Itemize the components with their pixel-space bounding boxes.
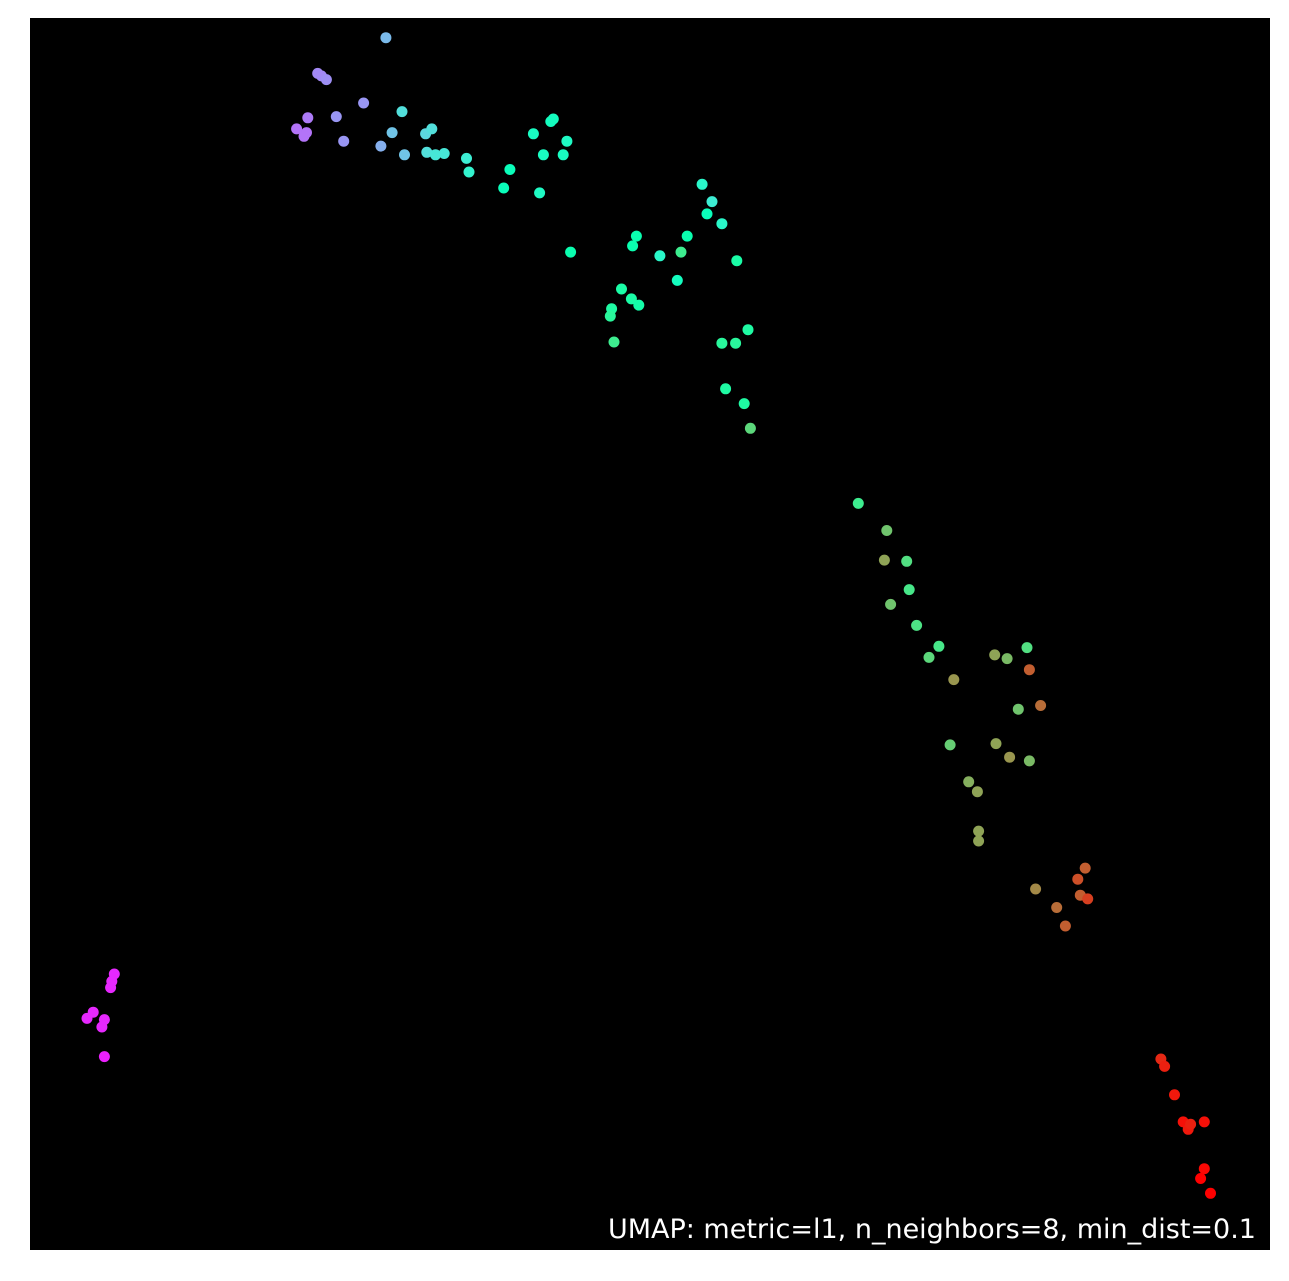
- data-point: [1012, 703, 1024, 715]
- data-point: [399, 149, 410, 161]
- data-point: [671, 274, 683, 286]
- data-point: [1072, 873, 1084, 885]
- data-point: [330, 111, 342, 123]
- data-point: [421, 146, 433, 158]
- data-point: [944, 739, 956, 751]
- data-point: [302, 112, 314, 124]
- data-point: [430, 149, 441, 161]
- data-point: [438, 148, 450, 159]
- data-point: [105, 982, 117, 994]
- data-point: [375, 140, 387, 152]
- data-point: [1198, 1163, 1210, 1175]
- data-point: [557, 149, 569, 161]
- data-point: [1021, 642, 1033, 654]
- data-point: [675, 246, 687, 258]
- points-layer: [81, 32, 1216, 1199]
- data-point: [1185, 1118, 1197, 1130]
- data-point: [731, 255, 743, 267]
- data-point: [386, 127, 398, 139]
- data-point: [696, 178, 708, 190]
- data-point: [878, 554, 890, 566]
- data-point: [923, 651, 935, 663]
- data-point: [604, 310, 616, 322]
- data-point: [948, 674, 960, 686]
- data-point: [963, 776, 975, 788]
- data-point: [716, 337, 728, 349]
- data-point: [1035, 700, 1047, 711]
- data-point: [380, 32, 392, 44]
- data-point: [1198, 1116, 1210, 1128]
- data-point: [1030, 883, 1042, 895]
- data-point: [1205, 1187, 1216, 1199]
- data-point: [990, 738, 1002, 750]
- data-point: [1195, 1173, 1207, 1184]
- data-point: [730, 337, 742, 349]
- data-point: [81, 1012, 93, 1024]
- data-point: [461, 152, 472, 164]
- data-point: [426, 123, 438, 135]
- data-point: [633, 299, 645, 311]
- data-point: [973, 825, 985, 837]
- data-point: [1059, 920, 1071, 932]
- data-point: [608, 336, 620, 348]
- data-point: [911, 619, 923, 631]
- data-point: [885, 598, 897, 610]
- data-point: [1004, 751, 1016, 763]
- data-point: [534, 187, 546, 199]
- data-point: [881, 525, 893, 536]
- data-point: [565, 246, 577, 258]
- data-point: [561, 135, 573, 147]
- data-point: [96, 1021, 108, 1033]
- data-point: [744, 422, 756, 434]
- data-point: [498, 182, 510, 194]
- data-point: [504, 164, 516, 175]
- data-point: [1001, 653, 1013, 665]
- data-point: [291, 123, 303, 135]
- data-point: [852, 497, 864, 509]
- data-point: [720, 383, 732, 395]
- annotation-text: UMAP: metric=l1, n_neighbors=8, min_dist…: [608, 1214, 1256, 1245]
- data-point: [1159, 1060, 1171, 1072]
- data-point: [396, 106, 408, 118]
- data-point: [706, 196, 718, 208]
- data-point: [616, 283, 627, 295]
- data-point: [1051, 902, 1063, 913]
- data-point: [989, 649, 1001, 661]
- data-point: [901, 555, 913, 567]
- data-point: [298, 130, 310, 142]
- data-point: [1023, 755, 1035, 767]
- data-point: [973, 835, 985, 847]
- data-point: [537, 149, 549, 161]
- data-point: [716, 218, 728, 230]
- data-point: [463, 166, 475, 178]
- data-point: [627, 240, 639, 252]
- data-point: [933, 640, 945, 652]
- data-point: [1169, 1089, 1180, 1101]
- data-point: [547, 113, 559, 125]
- data-point: [654, 250, 666, 262]
- data-point: [630, 230, 642, 242]
- data-point: [1023, 664, 1035, 676]
- data-point: [358, 97, 370, 109]
- data-point: [903, 584, 915, 596]
- data-point: [320, 74, 332, 86]
- data-point: [742, 324, 754, 336]
- data-point: [527, 128, 539, 140]
- data-point: [1079, 862, 1091, 874]
- plot-background: [30, 18, 1270, 1250]
- data-point: [625, 293, 637, 305]
- data-point: [1082, 893, 1094, 905]
- data-point: [971, 786, 983, 798]
- data-point: [701, 208, 713, 220]
- data-point: [738, 398, 750, 410]
- data-point: [681, 230, 693, 242]
- data-point: [338, 135, 350, 147]
- data-point: [98, 1051, 110, 1063]
